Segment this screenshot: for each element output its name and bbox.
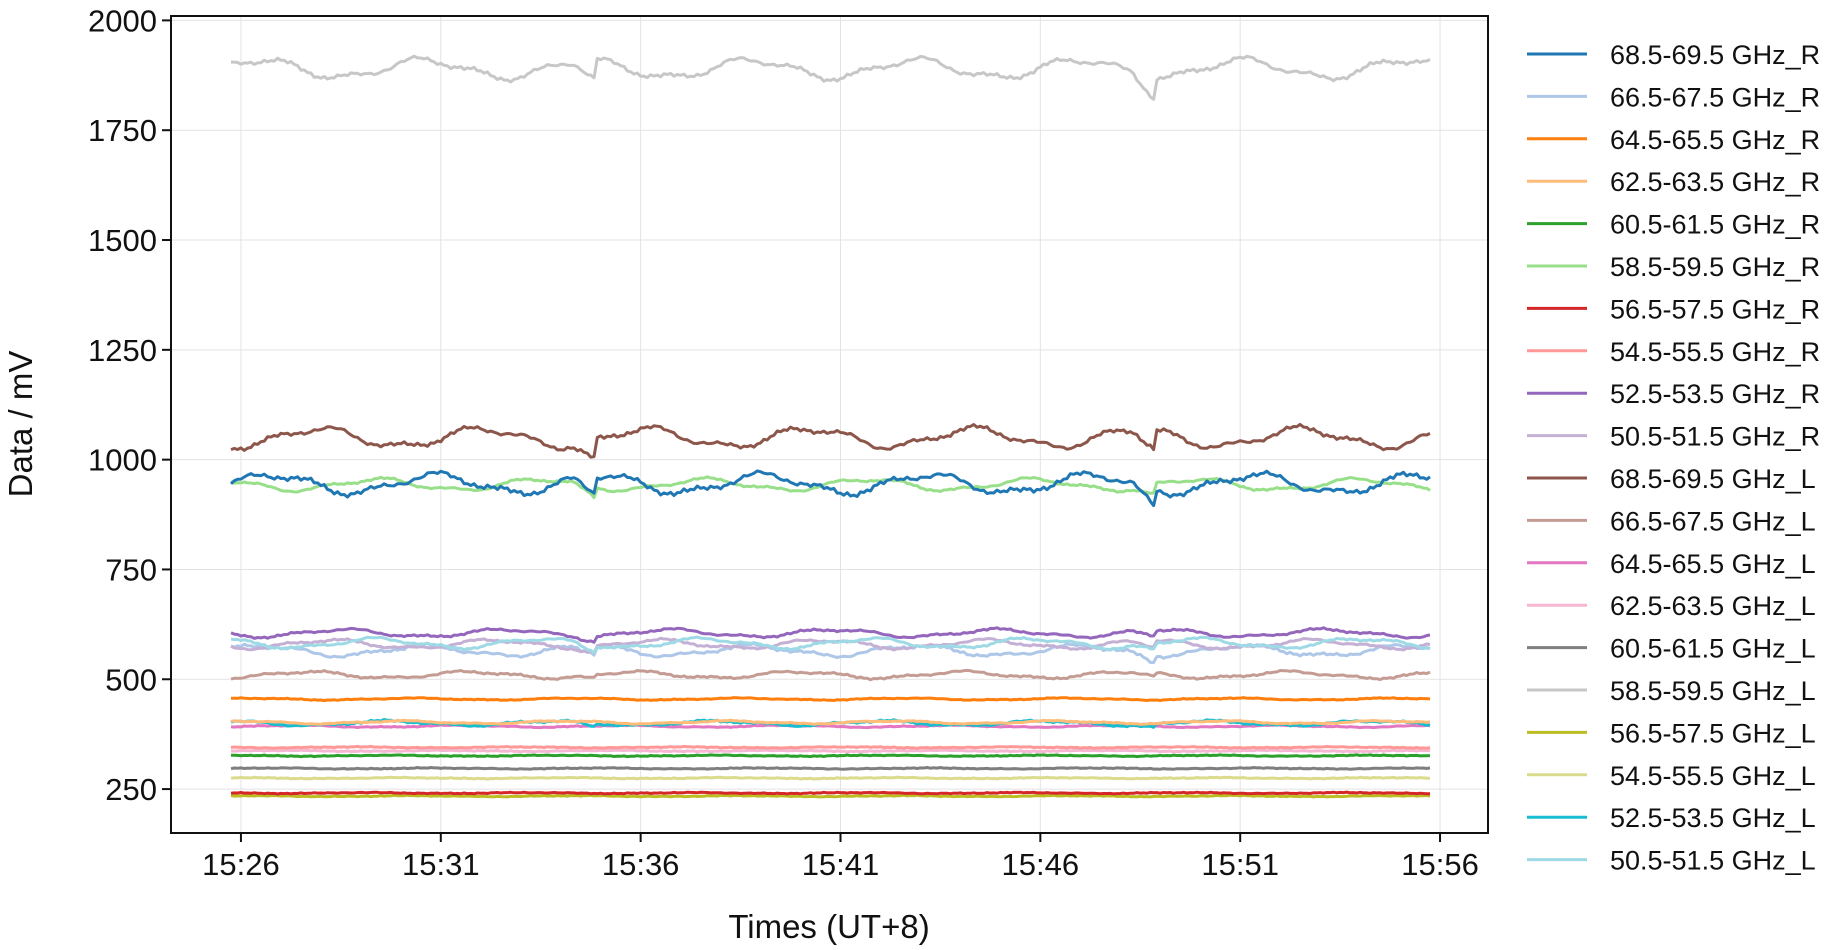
series-line bbox=[230, 718, 1431, 726]
x-tick-label: 15:41 bbox=[802, 847, 880, 882]
legend-label: 66.5-67.5 GHz_L bbox=[1610, 506, 1816, 536]
legend-item: 68.5-69.5 GHz_L bbox=[1527, 464, 1816, 494]
legend-label: 52.5-53.5 GHz_R bbox=[1610, 379, 1820, 409]
legend-label: 60.5-61.5 GHz_R bbox=[1610, 210, 1820, 240]
legend-label: 62.5-63.5 GHz_R bbox=[1610, 167, 1820, 197]
series-line bbox=[231, 54, 1431, 101]
legend-label: 62.5-63.5 GHz_L bbox=[1610, 591, 1816, 621]
grid bbox=[171, 16, 1488, 833]
x-axis-label: Times (UT+8) bbox=[728, 908, 929, 945]
series-line bbox=[230, 753, 1431, 759]
legend-label: 68.5-69.5 GHz_L bbox=[1610, 464, 1816, 494]
legend-item: 62.5-63.5 GHz_R bbox=[1527, 167, 1820, 197]
y-tick-label: 2000 bbox=[88, 3, 157, 38]
legend-label: 50.5-51.5 GHz_L bbox=[1610, 846, 1816, 876]
y-axis-label: Data / mV bbox=[2, 351, 39, 498]
legend-item: 54.5-55.5 GHz_L bbox=[1527, 761, 1816, 791]
series-line bbox=[230, 793, 1431, 799]
series-line bbox=[231, 696, 1431, 703]
legend-item: 58.5-59.5 GHz_L bbox=[1527, 676, 1816, 706]
series-line bbox=[230, 744, 1431, 750]
legend-item: 64.5-65.5 GHz_R bbox=[1527, 125, 1820, 155]
x-tick-label: 15:46 bbox=[1002, 847, 1080, 882]
y-tick-label: 1750 bbox=[88, 113, 157, 148]
series-line bbox=[230, 635, 1431, 655]
legend-label: 64.5-65.5 GHz_L bbox=[1610, 549, 1816, 579]
series-line bbox=[230, 748, 1431, 754]
y-tick-label: 250 bbox=[105, 772, 157, 807]
legend-item: 68.5-69.5 GHz_R bbox=[1527, 40, 1820, 70]
x-tick-label: 15:26 bbox=[202, 847, 280, 882]
legend-item: 58.5-59.5 GHz_R bbox=[1527, 252, 1820, 282]
y-tick-label: 1250 bbox=[88, 333, 157, 368]
legend-item: 54.5-55.5 GHz_R bbox=[1527, 337, 1820, 367]
x-axis: 15:26 15:31 15:36 15:41 15:46 15:51 15:56 bbox=[202, 833, 1479, 882]
series-line bbox=[230, 422, 1431, 459]
legend-item: 60.5-61.5 GHz_L bbox=[1527, 634, 1816, 664]
series-line bbox=[230, 766, 1431, 771]
legend-label: 54.5-55.5 GHz_L bbox=[1610, 761, 1816, 791]
y-tick-label: 1000 bbox=[88, 443, 157, 478]
legend-item: 66.5-67.5 GHz_R bbox=[1527, 82, 1820, 112]
legend-label: 58.5-59.5 GHz_L bbox=[1610, 676, 1816, 706]
legend-item: 66.5-67.5 GHz_L bbox=[1527, 506, 1816, 536]
plot-frame bbox=[170, 15, 1489, 834]
legend-item: 50.5-51.5 GHz_R bbox=[1527, 422, 1820, 452]
legend-label: 56.5-57.5 GHz_L bbox=[1610, 718, 1816, 748]
legend-item: 64.5-65.5 GHz_L bbox=[1527, 549, 1816, 579]
legend-item: 56.5-57.5 GHz_R bbox=[1527, 294, 1820, 324]
series-line bbox=[230, 790, 1431, 796]
legend-item: 52.5-53.5 GHz_L bbox=[1527, 803, 1816, 833]
legend-label: 64.5-65.5 GHz_R bbox=[1610, 125, 1820, 155]
x-tick-label: 15:36 bbox=[602, 847, 680, 882]
legend-label: 60.5-61.5 GHz_L bbox=[1610, 634, 1816, 664]
series-lines bbox=[229, 54, 1431, 799]
legend-item: 56.5-57.5 GHz_L bbox=[1527, 718, 1816, 748]
legend-item: 52.5-53.5 GHz_R bbox=[1527, 379, 1820, 409]
y-axis: 250 500 750 1000 1250 1500 1750 2000 bbox=[88, 3, 171, 807]
y-tick-label: 500 bbox=[105, 662, 157, 697]
legend-label: 56.5-57.5 GHz_R bbox=[1610, 294, 1820, 324]
legend: 68.5-69.5 GHz_R 66.5-67.5 GHz_R 64.5-65.5 … bbox=[1527, 40, 1820, 876]
legend-label: 68.5-69.5 GHz_R bbox=[1610, 40, 1820, 70]
y-tick-label: 750 bbox=[105, 552, 157, 587]
y-tick-label: 1500 bbox=[88, 223, 157, 258]
legend-item: 60.5-61.5 GHz_R bbox=[1527, 210, 1820, 240]
series-line bbox=[229, 469, 1431, 508]
series-line bbox=[230, 723, 1431, 730]
series-line bbox=[230, 775, 1431, 781]
legend-label: 52.5-53.5 GHz_L bbox=[1610, 803, 1816, 833]
legend-label: 54.5-55.5 GHz_R bbox=[1610, 337, 1820, 367]
legend-label: 66.5-67.5 GHz_R bbox=[1610, 82, 1820, 112]
legend-label: 58.5-59.5 GHz_R bbox=[1610, 252, 1820, 282]
series-line bbox=[230, 668, 1431, 682]
legend-item: 50.5-51.5 GHz_L bbox=[1527, 846, 1816, 876]
x-tick-label: 15:56 bbox=[1401, 847, 1479, 882]
x-tick-label: 15:31 bbox=[402, 847, 480, 882]
legend-item: 62.5-63.5 GHz_L bbox=[1527, 591, 1816, 621]
legend-label: 50.5-51.5 GHz_R bbox=[1610, 422, 1820, 452]
series-line bbox=[230, 626, 1431, 644]
x-tick-label: 15:51 bbox=[1201, 847, 1279, 882]
